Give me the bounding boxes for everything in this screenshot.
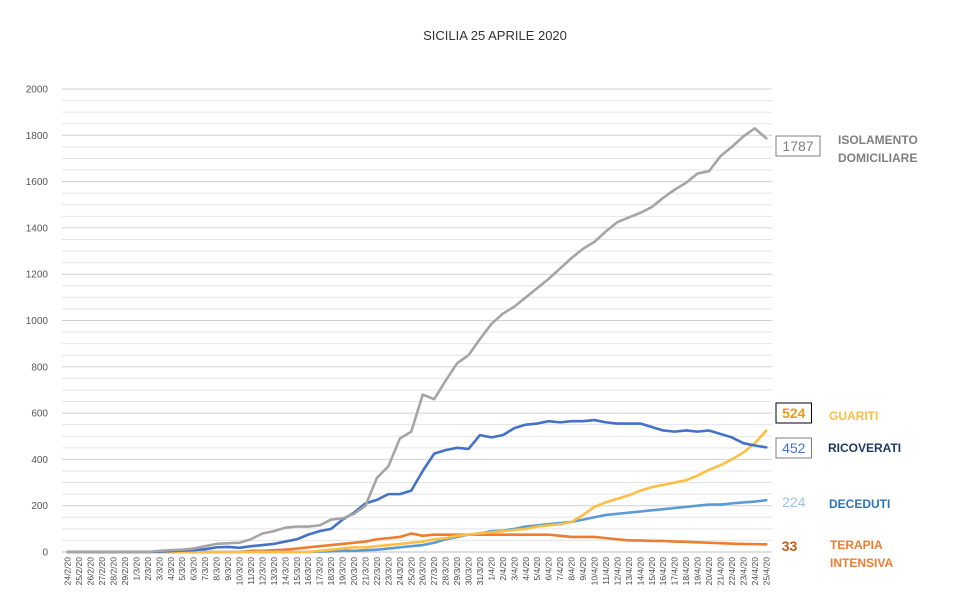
x-tick-label: 7/3/20 [200,557,210,581]
y-axis-ticks: 0 200 400 600 800 1000 1200 1400 1600 1800 2000 [26,85,49,559]
x-tick-label: 12/3/20 [257,557,267,586]
x-tick-label: 29/3/20 [452,557,462,586]
x-tick-label: 19/3/20 [338,557,348,586]
end-label-box-ric [775,437,812,459]
x-tick-label: 8/4/20 [567,557,577,581]
x-axis-ticks: 24/2/20 25/2/20 26/2/20 27/2/20 28/2/20 29/2/… [63,557,772,586]
y-tick-label: 2000 [26,85,49,96]
x-tick-label: 30/3/20 [464,557,474,586]
x-tick-label: 3/4/20 [509,557,519,581]
x-tick-label: 18/3/20 [326,557,336,586]
x-tick-label: 21/3/20 [360,557,370,586]
end-label-dec: 224 [782,494,806,510]
series-line-iso [66,127,768,554]
y-tick-label: 1600 [26,177,49,188]
x-tick-label: 25/4/20 [761,557,771,586]
x-tick-label: 2/3/20 [143,557,153,581]
x-tick-label: 17/3/20 [315,557,325,586]
x-tick-label: 1/3/20 [131,557,141,581]
x-tick-label: 7/4/20 [555,557,565,581]
y-tick-label: 1400 [26,223,49,234]
x-tick-label: 16/4/20 [658,557,668,586]
x-tick-label: 28/2/20 [109,557,119,586]
x-tick-label: 12/4/20 [612,557,622,586]
x-tick-label: 20/3/20 [349,557,359,586]
x-tick-label: 11/3/20 [246,557,256,585]
y-tick-label: 400 [31,455,48,466]
chart-title: SICILIA 25 APRILE 2020 [423,28,567,43]
legend: ISOLAMENTO DOMICILIARE GUARITI RICOVERATI DE… [828,133,918,570]
y-tick-label: 0 [42,548,48,559]
y-tick-label: 1800 [26,131,49,142]
legend-label-gua: GUARITI [829,409,878,423]
series-line-dec [66,498,768,554]
x-tick-label: 10/4/20 [590,557,600,586]
x-tick-label: 5/3/20 [177,557,187,581]
y-tick-label: 200 [31,501,48,512]
end-label-ter: 33 [782,538,798,554]
legend-label-ter: TERAPIA INTENSIVA [830,538,893,570]
end-label-ric: 452 [782,440,806,456]
x-tick-label: 13/4/20 [624,557,634,586]
x-tick-label: 27/3/20 [429,557,439,586]
x-tick-label: 29/2/20 [120,557,130,586]
x-tick-label: 24/3/20 [395,557,405,586]
y-tick-label: 1200 [26,270,49,281]
x-tick-label: 18/4/20 [681,557,691,586]
series-line-gua [66,429,768,554]
end-labels: 1787 524 452 224 33 [775,135,821,554]
y-tick-label: 800 [31,362,48,373]
x-tick-label: 15/4/20 [647,557,657,586]
x-tick-label: 15/3/20 [292,557,302,586]
x-tick-label: 16/3/20 [303,557,313,586]
x-tick-label: 22/3/20 [372,557,382,586]
end-label-box-gua [775,402,812,424]
x-tick-label: 24/2/20 [63,557,73,586]
x-tick-label: 8/3/20 [212,557,222,581]
x-tick-label: 11/4/20 [601,557,611,585]
x-tick-label: 25/3/20 [406,557,416,586]
x-tick-label: 27/2/20 [97,557,107,586]
x-tick-label: 23/4/20 [738,557,748,586]
x-tick-label: 23/3/20 [383,557,393,586]
series-lines [66,127,768,554]
x-tick-label: 4/3/20 [166,557,176,581]
x-tick-label: 26/3/20 [418,557,428,586]
x-tick-label: 6/3/20 [189,557,199,581]
x-tick-label: 14/3/20 [280,557,290,586]
x-tick-label: 4/4/20 [521,557,531,581]
x-tick-label: 5/4/20 [532,557,542,581]
x-tick-label: 2/4/20 [498,557,508,581]
end-label-iso: 1787 [782,138,813,154]
x-tick-label: 20/4/20 [704,557,714,586]
x-tick-label: 14/4/20 [635,557,645,586]
end-label-box-iso [775,135,821,157]
x-tick-label: 28/3/20 [441,557,451,586]
x-tick-label: 13/3/20 [269,557,279,586]
end-label-gua: 524 [782,405,806,421]
legend-label-dec: DECEDUTI [829,497,890,511]
x-tick-label: 19/4/20 [693,557,703,586]
x-tick-label: 31/3/20 [475,557,485,586]
x-tick-label: 22/4/20 [727,557,737,586]
y-tick-label: 600 [31,409,48,420]
x-tick-label: 9/3/20 [223,557,233,581]
x-tick-label: 26/2/20 [86,557,96,586]
x-tick-label: 10/3/20 [235,557,245,586]
x-tick-label: 1/4/20 [486,557,496,581]
x-tick-label: 3/3/20 [154,557,164,581]
legend-label-iso: ISOLAMENTO DOMICILIARE [838,133,918,165]
x-tick-label: 9/4/20 [578,557,588,581]
y-tick-label: 1000 [26,316,49,327]
x-tick-label: 24/4/20 [750,557,760,586]
x-tick-label: 17/4/20 [670,557,680,586]
x-tick-label: 21/4/20 [715,557,725,586]
x-tick-label: 25/2/20 [74,557,84,586]
legend-label-ric: RICOVERATI [828,441,901,455]
x-tick-label: 6/4/20 [544,557,554,581]
